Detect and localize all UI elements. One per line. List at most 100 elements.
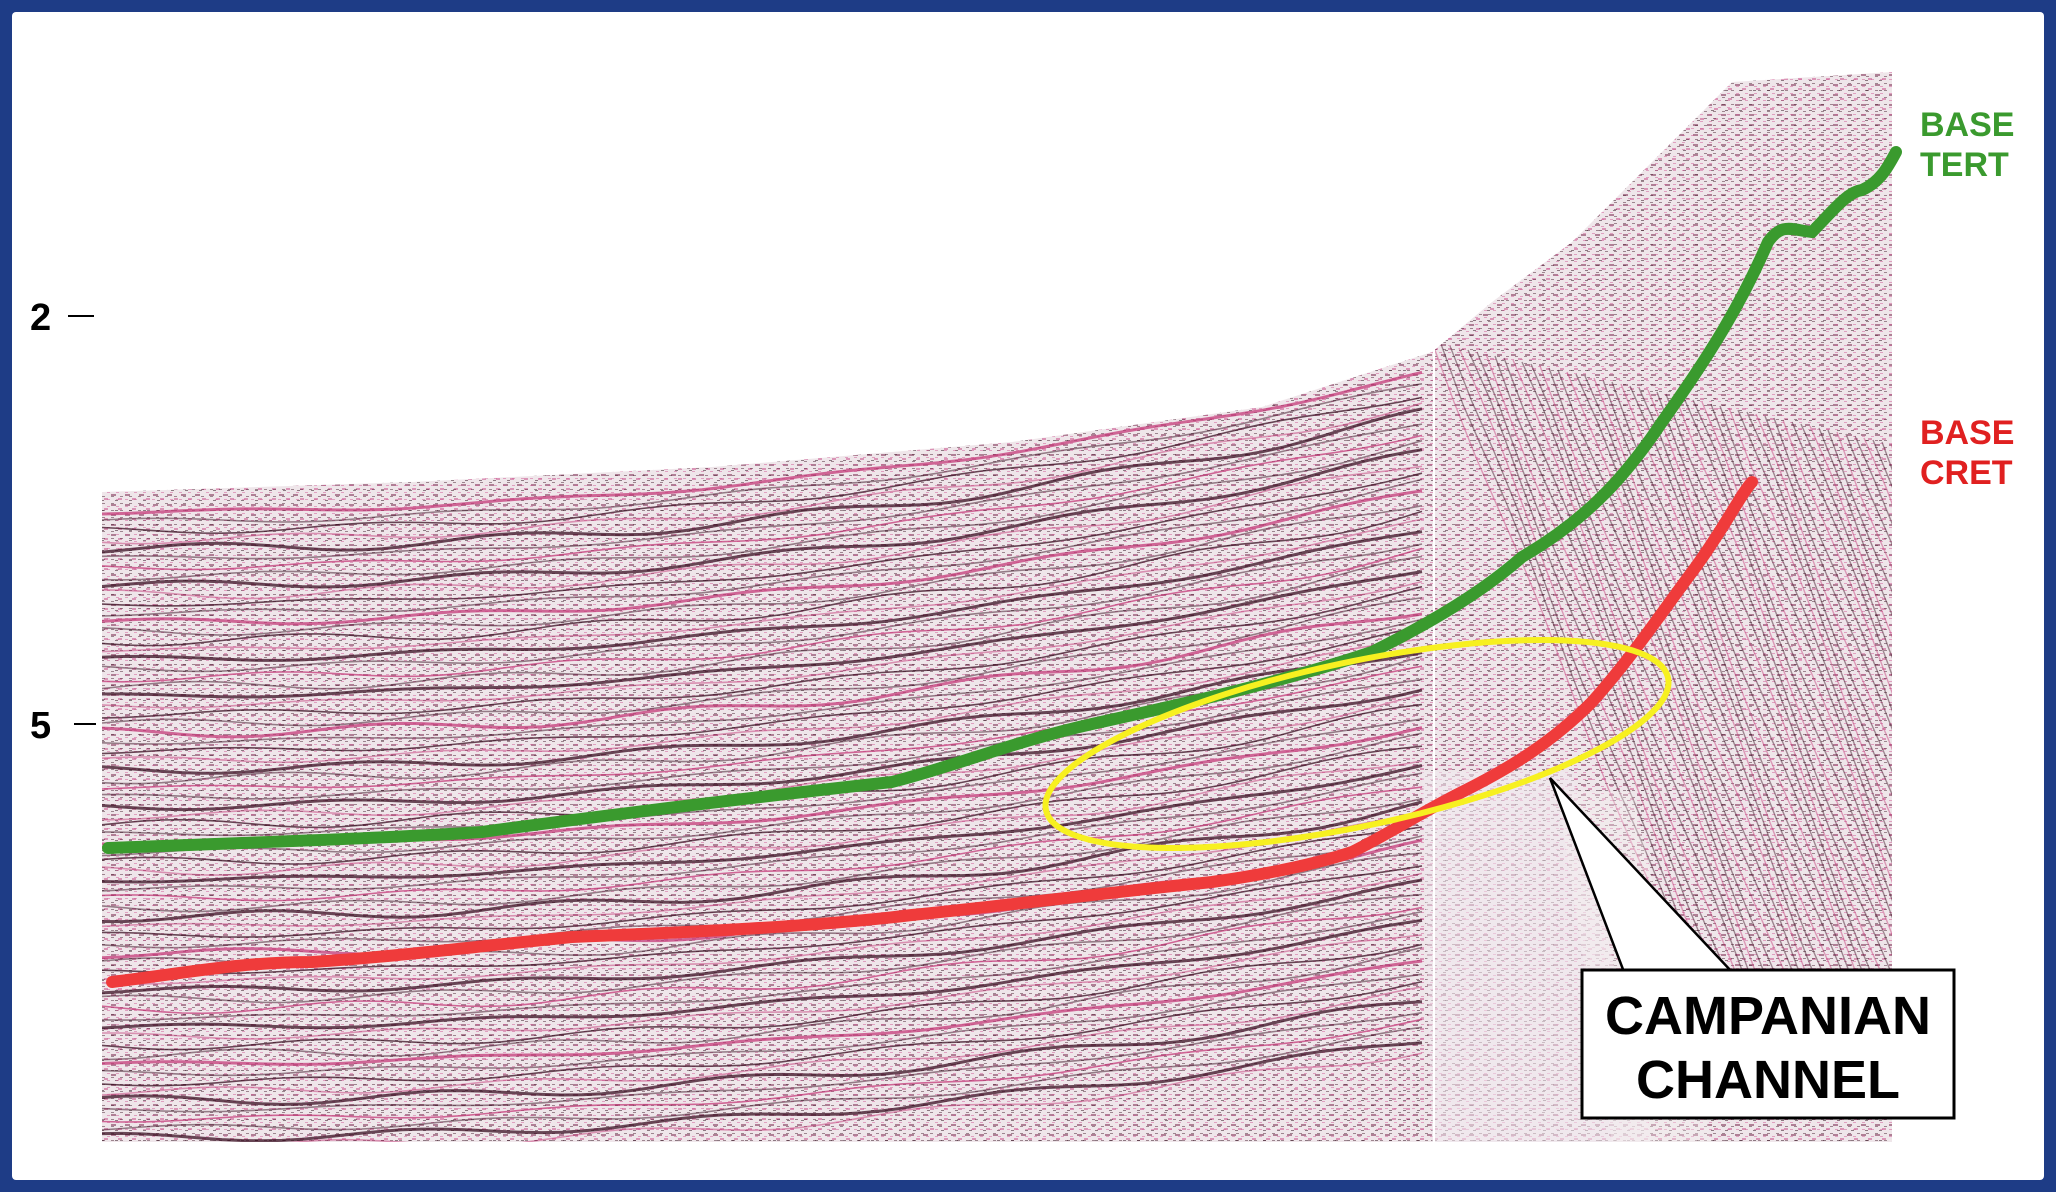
- reflector-line: [102, 1026, 1423, 1131]
- reflector-line: [1665, 393, 1892, 1057]
- reflector-line: [1611, 381, 1877, 1046]
- reflector-line: [1530, 363, 1796, 1020]
- reflector-line: [102, 638, 1423, 764]
- base-tertiary-label-line1: BASE: [1920, 106, 2014, 144]
- channel-highlight-ellipse: [1042, 637, 1672, 851]
- reflector-line: [1521, 361, 1787, 1023]
- reflector-line: [102, 612, 1423, 739]
- campanian-channel-callout: CAMPANIAN CHANNEL: [1580, 968, 1956, 1120]
- reflector-line: [102, 530, 1423, 662]
- reflector-line: [1494, 355, 1760, 1018]
- reflector-line: [1782, 419, 1892, 1085]
- reflector-line: [1503, 357, 1769, 1024]
- reflector-line: [102, 396, 1423, 535]
- reflector-line: [102, 402, 1423, 545]
- reflector-line: [102, 1041, 1423, 1142]
- reflector-line: [1629, 385, 1892, 1050]
- reflector-line: [1809, 425, 1892, 1083]
- reflector-line: [102, 865, 1423, 975]
- callout-line-2: CHANNEL: [1636, 1050, 1900, 1110]
- reflector-line: [1674, 395, 1892, 1063]
- callout-line-1: CAMPANIAN: [1605, 986, 1931, 1046]
- reflector-line: [102, 665, 1423, 790]
- reflector-line: [102, 518, 1423, 653]
- reflector-line: [1557, 369, 1823, 1035]
- reflector-line: [1638, 387, 1892, 1046]
- reflector-line: [102, 760, 1423, 876]
- reflector-line: [1701, 401, 1892, 1057]
- reflector-line: [102, 980, 1423, 1087]
- reflector-line: [1773, 417, 1892, 1077]
- reflector-line: [102, 580, 1423, 709]
- reflector-line: [1656, 391, 1892, 1049]
- base-cretaceous-label-line2: CRET: [1920, 454, 2013, 492]
- reflector-line: [102, 745, 1423, 865]
- reflector-line: [102, 688, 1423, 812]
- reflector-line: [102, 618, 1423, 745]
- reflector-line: [102, 651, 1423, 775]
- base-cretaceous-label-line1: BASE: [1920, 414, 2014, 452]
- reflector-line: [102, 1052, 1423, 1142]
- reflector-line: [1746, 411, 1892, 1073]
- reflector-line: [1458, 347, 1724, 1013]
- reflector-line: [1467, 349, 1733, 1009]
- reflector-line: [1683, 397, 1892, 1063]
- reflector-line: [102, 423, 1423, 560]
- reflector-line: [102, 555, 1423, 690]
- seismic-section-figure: 2 5 CAMPANIAN CHANNEL BASE TERT: [30, 72, 2014, 1142]
- reflector-line: [1791, 421, 1892, 1089]
- reflector-line: [1755, 413, 1892, 1070]
- reflector-line: [102, 465, 1423, 600]
- reflector-line: [102, 543, 1423, 673]
- reflector-line: [102, 786, 1423, 902]
- reflector-line: [1440, 343, 1706, 1007]
- reflector-line: [102, 959, 1423, 1066]
- reflector-line: [1818, 427, 1892, 1083]
- reflector-line: [102, 986, 1423, 1096]
- reflector-line: [102, 489, 1423, 626]
- reflector-line: [1512, 359, 1778, 1026]
- reflector-line: [102, 585, 1423, 719]
- reflector-line: [102, 878, 1423, 995]
- reflector-line: [102, 510, 1423, 647]
- reflector-line: [102, 547, 1423, 683]
- reflector-line: [102, 678, 1423, 800]
- axis-tick-label: 2: [30, 297, 51, 339]
- reflector-line: [102, 407, 1423, 554]
- reflector-line: [102, 946, 1423, 1061]
- reflector-line: [102, 478, 1423, 617]
- reflector-line: [102, 1000, 1423, 1106]
- axis-tick-label: 5: [30, 705, 51, 747]
- reflector-line: [102, 872, 1423, 985]
- reflector-line: [1485, 353, 1751, 1010]
- reflector-line: [102, 800, 1423, 924]
- base-cretaceous-horizon: [106, 476, 1758, 988]
- reflector-line: [102, 718, 1423, 837]
- base-tertiary-horizon: [102, 146, 1902, 854]
- reflector-line: [102, 893, 1423, 1004]
- reflector-line: [102, 1018, 1423, 1123]
- reflector-line: [1566, 371, 1832, 1038]
- seismic-reflectors: [102, 341, 1892, 1142]
- reflector-line: [1836, 431, 1892, 1095]
- reflector-line: [102, 826, 1423, 938]
- figure-panel: 2 5 CAMPANIAN CHANNEL BASE TERT: [12, 12, 2044, 1180]
- reflector-line: [1827, 429, 1892, 1088]
- reflector-line: [102, 918, 1423, 1030]
- reflector-line: [1845, 433, 1892, 1101]
- reflector-line: [1539, 365, 1805, 1021]
- reflector-line: [102, 764, 1423, 884]
- reflector-line: [1647, 389, 1892, 1045]
- reflector-line: [102, 504, 1423, 636]
- reflector-line: [102, 943, 1423, 1051]
- reflector-line: [1602, 379, 1868, 1038]
- reflector-line: [1800, 423, 1892, 1087]
- reflector-line: [1584, 375, 1850, 1033]
- reflector-line: [102, 448, 1423, 589]
- reflector-line: [102, 812, 1423, 928]
- reflector-line: [102, 910, 1423, 1021]
- reflector-line: [102, 973, 1423, 1077]
- time-axis: 2 5: [30, 297, 96, 747]
- reflector-line: [102, 772, 1423, 892]
